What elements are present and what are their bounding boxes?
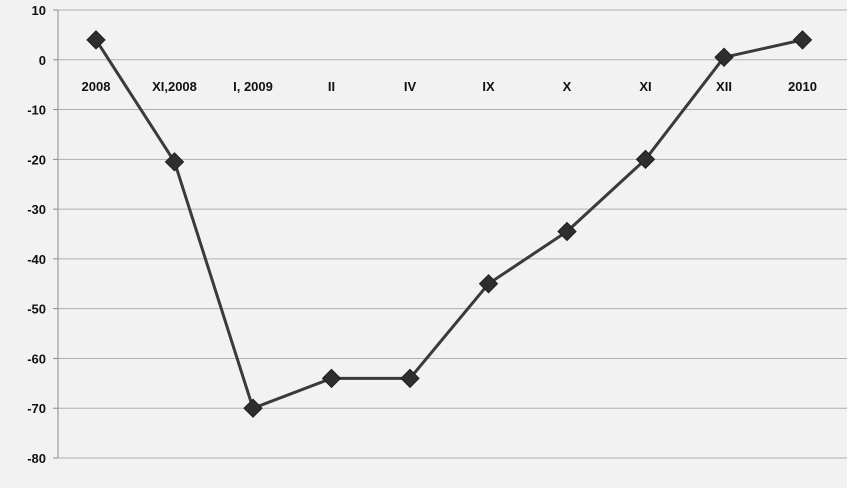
x-category-label: X [563,79,572,94]
series-line-0 [94,38,803,410]
y-tick-label: -20 [27,152,46,167]
x-category-label: I, 2009 [233,79,273,94]
x-category-label: XI,2008 [152,79,197,94]
data-point-marker [86,30,106,50]
series-markers [86,30,813,418]
data-point-marker [478,274,499,294]
data-point-marker [635,149,656,170]
data-point-marker [243,398,263,418]
y-tick-label: 0 [39,53,46,68]
x-category-label: 2008 [82,79,111,94]
x-category-label: IX [482,79,495,94]
y-tick-label: -80 [27,451,46,466]
axes [53,9,59,459]
y-tick-label: -10 [27,103,46,118]
x-category-label: 2010 [788,79,817,94]
x-category-label: XII [716,79,732,94]
data-point-marker [714,47,734,67]
y-tick-label: -60 [27,351,46,366]
data-point-marker [164,152,185,172]
y-tick-label: -30 [27,202,46,217]
x-category-label: IV [404,79,417,94]
y-tick-label: -40 [27,252,46,267]
data-point-marker [557,221,577,242]
y-tick-label: -70 [27,401,46,416]
data-point-marker [321,368,342,389]
x-category-label: II [328,79,335,94]
y-axis-tick-labels: 10 0 -10 -20 -30 -40 -50 -60 -70 -80 [27,3,46,466]
series-line [94,38,803,410]
x-axis-tick-labels: 2008 XI,2008 I, 2009 II IV IX X XI XII 2010 [82,79,817,94]
grid-lines [58,9,847,459]
data-point-marker [792,30,813,50]
data-point-marker [400,368,420,389]
x-category-label: XI [639,79,651,94]
y-tick-label: -50 [27,302,46,317]
y-tick-label: 10 [32,3,46,18]
